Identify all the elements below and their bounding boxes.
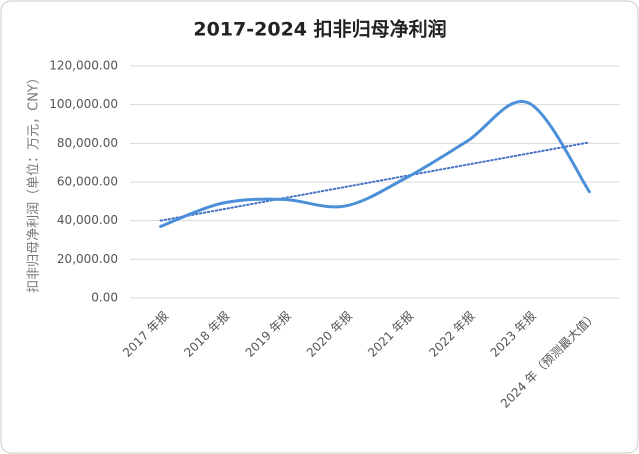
line-series: [159, 99, 591, 228]
y-tick-label: 80,000.00: [57, 136, 118, 150]
y-tick-label: 20,000.00: [57, 252, 118, 266]
trendline: [159, 141, 591, 222]
y-tick-label: 40,000.00: [57, 213, 118, 227]
y-tick-label: 100,000.00: [49, 97, 118, 111]
y-tick-label: 120,000.00: [49, 59, 118, 73]
y-tick-label: 60,000.00: [57, 175, 118, 189]
chart-title: 2017-2024 扣非归母净利润: [193, 18, 446, 41]
y-axis-label: 扣非归母净利润（单位：万元，CNY）: [27, 71, 42, 293]
y-tick-label: 0.00: [91, 291, 118, 305]
